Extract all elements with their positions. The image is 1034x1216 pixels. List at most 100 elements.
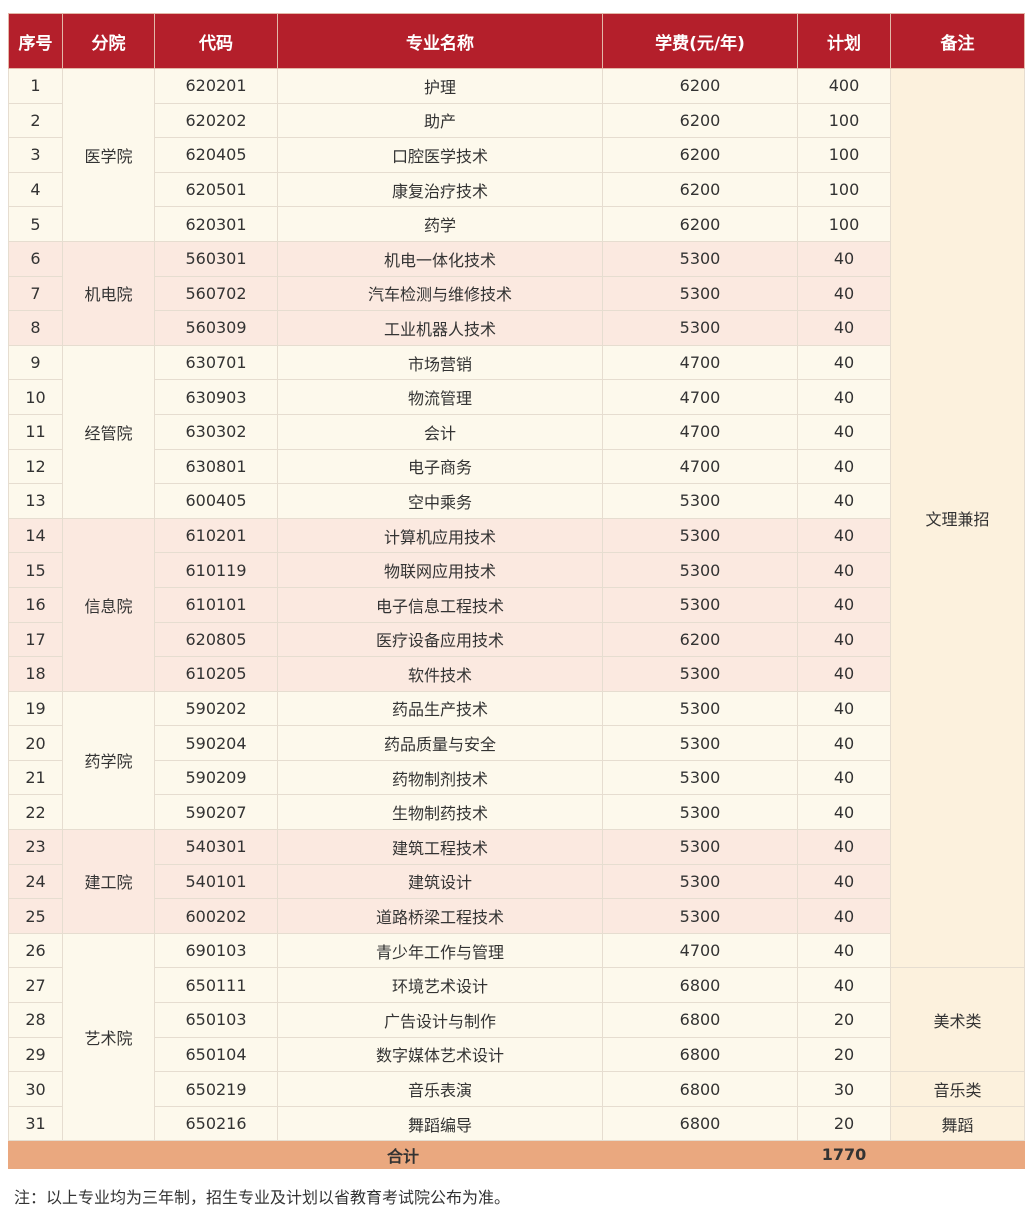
table-row: 27 650111 环境艺术设计 6800 40 美术类 (8, 967, 1025, 1073)
cell-code: 590209 (154, 759, 278, 796)
cell-code: 650103 (154, 1002, 278, 1038)
table-row: 5 620301 药学 6200 100 (8, 206, 1025, 242)
cell-code: 620805 (154, 621, 278, 658)
cell-tuition: 4700 (602, 344, 798, 381)
cell-plan: 40 (797, 240, 891, 277)
cell-plan: 100 (797, 171, 891, 208)
cell-index: 30 (8, 1071, 63, 1107)
cell-plan: 40 (797, 275, 891, 312)
table-row: 25 600202 道路桥梁工程技术 5300 40 (8, 898, 1025, 934)
cell-plan: 40 (797, 483, 891, 519)
footnote: 注：以上专业均为三年制，招生专业及计划以省教育考试院公布为准。 (14, 1188, 511, 1207)
cell-remark: 舞蹈 (890, 1105, 1025, 1142)
table-row: 28 650103 广告设计与制作 6800 20 (8, 1002, 1025, 1038)
cell-index: 13 (8, 483, 63, 519)
cell-tuition: 6800 (602, 1071, 798, 1107)
table-row: 3 620405 口腔医学技术 6200 100 (8, 137, 1025, 173)
cell-major: 建筑设计 (277, 863, 603, 900)
cell-tuition: 4700 (602, 379, 798, 415)
cell-index: 27 (8, 967, 63, 1004)
cell-plan: 40 (797, 690, 891, 727)
cell-index: 12 (8, 448, 63, 485)
table-row: 18 610205 软件技术 5300 40 (8, 656, 1025, 692)
table-row: 7 560702 汽车检测与维修技术 5300 40 (8, 275, 1025, 312)
cell-plan: 20 (797, 1002, 891, 1038)
cell-major: 电子商务 (277, 448, 603, 485)
header-college: 分院 (62, 13, 155, 69)
cell-major: 青少年工作与管理 (277, 932, 603, 969)
cell-code: 630302 (154, 413, 278, 450)
cell-tuition: 5300 (602, 725, 798, 761)
cell-plan: 40 (797, 552, 891, 588)
table-body: 1 医学院 620201 护理 6200 400 文理兼招 2 620202 助产 6200 100 3… (8, 67, 1025, 1170)
total-label: 合计 (8, 1140, 798, 1170)
cell-major: 音乐表演 (277, 1071, 603, 1107)
cell-major: 数字媒体艺术设计 (277, 1036, 603, 1073)
cell-major: 计算机应用技术 (277, 517, 603, 554)
cell-tuition: 5300 (602, 829, 798, 865)
cell-major: 空中乘务 (277, 483, 603, 519)
cell-tuition: 6200 (602, 206, 798, 242)
cell-index: 15 (8, 552, 63, 588)
cell-code: 650111 (154, 967, 278, 1004)
cell-tuition: 4700 (602, 448, 798, 485)
cell-code: 590202 (154, 690, 278, 727)
cell-major: 市场营销 (277, 344, 603, 381)
cell-tuition: 5300 (602, 690, 798, 727)
cell-code: 600202 (154, 898, 278, 934)
cell-major: 物流管理 (277, 379, 603, 415)
cell-college: 建工院 (62, 829, 155, 934)
cell-major: 助产 (277, 102, 603, 139)
cell-code: 650219 (154, 1071, 278, 1107)
cell-index: 5 (8, 206, 63, 242)
cell-major: 建筑工程技术 (277, 829, 603, 865)
cell-major: 环境艺术设计 (277, 967, 603, 1004)
cell-major: 工业机器人技术 (277, 310, 603, 346)
cell-index: 22 (8, 794, 63, 831)
header-major: 专业名称 (277, 13, 603, 69)
cell-index: 3 (8, 137, 63, 173)
cell-tuition: 5300 (602, 656, 798, 692)
table-row: 2 620202 助产 6200 100 (8, 102, 1025, 139)
cell-plan: 40 (797, 656, 891, 692)
cell-tuition: 6800 (602, 1036, 798, 1073)
table-row: 24 540101 建筑设计 5300 40 (8, 863, 1025, 900)
cell-plan: 40 (797, 413, 891, 450)
cell-code: 610101 (154, 586, 278, 623)
cell-index: 23 (8, 829, 63, 865)
cell-code: 620201 (154, 68, 278, 104)
table-row: 9 经管院 630701 市场营销 4700 40 (8, 344, 1025, 519)
cell-major: 道路桥梁工程技术 (277, 898, 603, 934)
table-row: 15 610119 物联网应用技术 5300 40 (8, 552, 1025, 588)
cell-plan: 100 (797, 137, 891, 173)
table-row: 20 590204 药品质量与安全 5300 40 (8, 725, 1025, 761)
cell-code: 620301 (154, 206, 278, 242)
cell-tuition: 5300 (602, 794, 798, 831)
cell-college: 信息院 (62, 517, 155, 692)
cell-plan: 40 (797, 379, 891, 415)
cell-major: 电子信息工程技术 (277, 586, 603, 623)
table-row: 23 建工院 540301 建筑工程技术 5300 40 (8, 829, 1025, 934)
table-row: 19 药学院 590202 药品生产技术 5300 40 (8, 690, 1025, 831)
header-plan: 计划 (797, 13, 891, 69)
cell-plan: 40 (797, 310, 891, 346)
cell-remark: 音乐类 (890, 1071, 1025, 1107)
cell-tuition: 4700 (602, 932, 798, 969)
cell-index: 9 (8, 344, 63, 381)
cell-code: 630701 (154, 344, 278, 381)
cell-plan: 100 (797, 206, 891, 242)
cell-index: 31 (8, 1105, 63, 1142)
cell-plan: 400 (797, 68, 891, 104)
table-row: 21 590209 药物制剂技术 5300 40 (8, 759, 1025, 796)
cell-plan: 40 (797, 621, 891, 658)
table-row: 26 艺术院 690103 青少年工作与管理 4700 40 (8, 932, 1025, 1142)
cell-remark: 美术类 (890, 967, 1025, 1073)
cell-code: 690103 (154, 932, 278, 969)
cell-index: 6 (8, 240, 63, 277)
table-row: 31 650216 舞蹈编导 6800 20 舞蹈 (8, 1105, 1025, 1142)
cell-major: 药物制剂技术 (277, 759, 603, 796)
cell-index: 21 (8, 759, 63, 796)
cell-tuition: 5300 (602, 898, 798, 934)
cell-tuition: 5300 (602, 310, 798, 346)
cell-code: 600405 (154, 483, 278, 519)
